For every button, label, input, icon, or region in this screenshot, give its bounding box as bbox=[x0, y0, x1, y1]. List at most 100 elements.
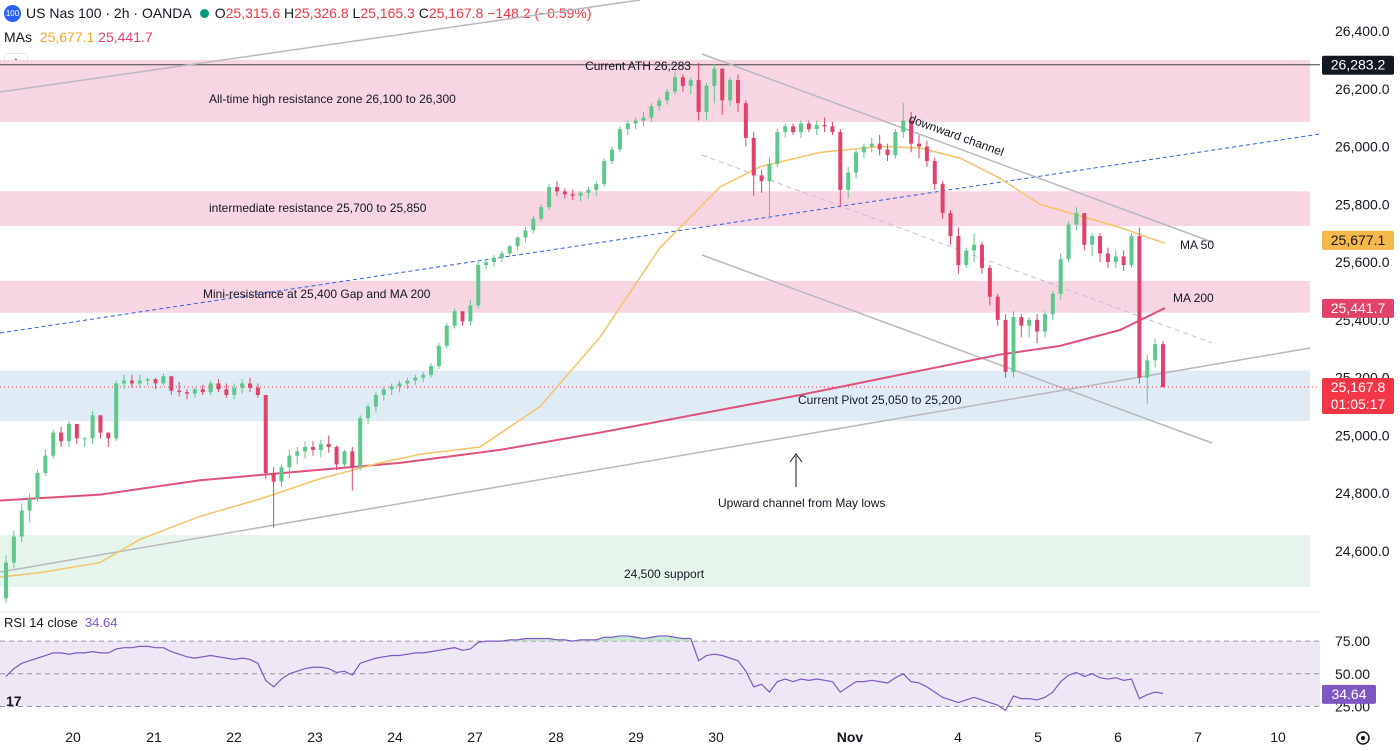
candle[interactable] bbox=[216, 383, 221, 390]
candle[interactable] bbox=[452, 311, 457, 326]
candle[interactable] bbox=[767, 163, 772, 182]
candle[interactable] bbox=[366, 406, 371, 419]
candle[interactable] bbox=[791, 126, 796, 133]
candle[interactable] bbox=[759, 175, 764, 182]
candle[interactable] bbox=[917, 143, 922, 147]
gear-icon[interactable] bbox=[1356, 731, 1370, 745]
candle[interactable] bbox=[11, 536, 16, 563]
candle[interactable] bbox=[665, 91, 670, 101]
candle[interactable] bbox=[1003, 319, 1008, 372]
candle[interactable] bbox=[59, 432, 64, 442]
candle[interactable] bbox=[861, 146, 866, 153]
candle[interactable] bbox=[334, 447, 339, 465]
candle[interactable] bbox=[436, 345, 441, 367]
candle[interactable] bbox=[1058, 259, 1063, 294]
candle[interactable] bbox=[814, 124, 819, 130]
candle[interactable] bbox=[271, 473, 276, 482]
candle[interactable] bbox=[1066, 224, 1071, 260]
candle[interactable] bbox=[208, 383, 213, 393]
candle[interactable] bbox=[940, 184, 945, 213]
symbol-title[interactable]: US Nas 100 · 2h · OANDA bbox=[26, 5, 192, 21]
candle[interactable] bbox=[673, 77, 678, 92]
candle[interactable] bbox=[153, 379, 158, 384]
candle[interactable] bbox=[240, 383, 245, 388]
symbol-logo-badge[interactable]: 100 bbox=[4, 5, 21, 22]
candle[interactable] bbox=[594, 184, 599, 190]
candle[interactable] bbox=[523, 230, 528, 238]
candle[interactable] bbox=[303, 447, 308, 452]
candle[interactable] bbox=[649, 106, 654, 118]
candle[interactable] bbox=[1105, 253, 1110, 263]
candle[interactable] bbox=[610, 149, 615, 161]
candle[interactable] bbox=[704, 85, 709, 112]
price-axis[interactable]: 26,400.0 26,200.0 26,000.0 25,800.0 25,600.0… bbox=[1322, 23, 1394, 714]
candle[interactable] bbox=[1042, 314, 1047, 332]
candle[interactable] bbox=[358, 418, 363, 468]
candle[interactable] bbox=[531, 218, 536, 231]
candle[interactable] bbox=[421, 374, 426, 378]
candle[interactable] bbox=[633, 120, 638, 124]
candle[interactable] bbox=[1098, 236, 1103, 254]
rsi-pane[interactable] bbox=[0, 611, 1320, 712]
candle[interactable] bbox=[444, 325, 449, 346]
candle[interactable] bbox=[295, 451, 300, 456]
candle[interactable] bbox=[106, 432, 111, 439]
candle[interactable] bbox=[413, 377, 418, 381]
candle[interactable] bbox=[948, 213, 953, 237]
candle[interactable] bbox=[326, 444, 331, 447]
candle[interactable] bbox=[688, 80, 693, 86]
candle[interactable] bbox=[1153, 344, 1158, 361]
candle[interactable] bbox=[979, 244, 984, 268]
candle[interactable] bbox=[995, 296, 1000, 320]
candle[interactable] bbox=[287, 455, 292, 468]
candle[interactable] bbox=[1011, 317, 1016, 372]
candle[interactable] bbox=[547, 187, 552, 208]
candle[interactable] bbox=[43, 455, 48, 473]
candle[interactable] bbox=[129, 380, 134, 384]
candle[interactable] bbox=[964, 250, 969, 265]
candle[interactable] bbox=[224, 389, 229, 395]
candle[interactable] bbox=[310, 447, 315, 450]
candle[interactable] bbox=[987, 267, 992, 297]
candle[interactable] bbox=[712, 68, 717, 86]
candle[interactable] bbox=[255, 387, 260, 395]
candle[interactable] bbox=[696, 80, 701, 112]
candle[interactable] bbox=[956, 236, 961, 265]
candle[interactable] bbox=[499, 253, 504, 258]
candle[interactable] bbox=[751, 137, 756, 176]
candle[interactable] bbox=[200, 389, 205, 393]
candles-layer[interactable] bbox=[4, 62, 1165, 603]
candle[interactable] bbox=[51, 432, 56, 456]
candle[interactable] bbox=[680, 77, 685, 86]
candle[interactable] bbox=[192, 389, 197, 394]
candle[interactable] bbox=[263, 395, 268, 473]
candle[interactable] bbox=[885, 149, 890, 156]
candle[interactable] bbox=[82, 438, 87, 440]
candle[interactable] bbox=[247, 383, 252, 388]
candle[interactable] bbox=[909, 120, 914, 144]
candle[interactable] bbox=[932, 161, 937, 185]
candle[interactable] bbox=[1161, 344, 1165, 387]
candle[interactable] bbox=[806, 123, 811, 130]
candle[interactable] bbox=[491, 257, 496, 263]
candle[interactable] bbox=[429, 366, 434, 375]
candle[interactable] bbox=[35, 473, 40, 499]
candle[interactable] bbox=[1074, 213, 1079, 225]
candle[interactable] bbox=[972, 244, 977, 251]
candle[interactable] bbox=[515, 237, 520, 247]
candle[interactable] bbox=[1121, 256, 1126, 265]
candle[interactable] bbox=[484, 262, 489, 265]
candle[interactable] bbox=[74, 423, 79, 439]
candle[interactable] bbox=[1082, 213, 1087, 245]
candle[interactable] bbox=[830, 126, 835, 133]
candle[interactable] bbox=[1050, 293, 1055, 315]
candle[interactable] bbox=[838, 132, 843, 190]
candle[interactable] bbox=[66, 423, 71, 442]
candle[interactable] bbox=[1145, 360, 1150, 378]
candle[interactable] bbox=[389, 386, 394, 390]
candle[interactable] bbox=[1137, 236, 1142, 378]
candle[interactable] bbox=[169, 376, 174, 391]
candle[interactable] bbox=[617, 129, 622, 150]
candle[interactable] bbox=[578, 192, 583, 196]
